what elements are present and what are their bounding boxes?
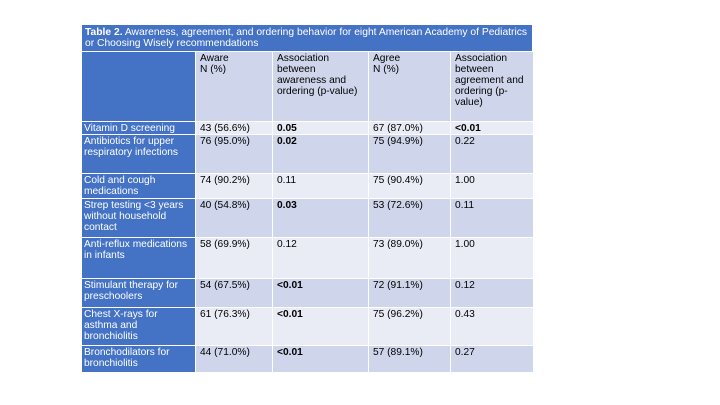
table-row: Vitamin D screening 43 (56.6%) 0.05 67 (87.… xyxy=(81,121,534,135)
header-cell-assoc-awareness: Association between awareness and orderi… xyxy=(272,51,369,122)
cell-p-agreement: 1.00 xyxy=(450,173,534,199)
row-label: Stimulant therapy for preschoolers xyxy=(81,278,196,308)
table-row: Strep testing <3 years without household… xyxy=(81,198,534,238)
cell-p-awareness: 0.12 xyxy=(272,237,369,279)
cell-agree: 75 (94.9%) xyxy=(368,134,451,174)
table-row: Stimulant therapy for preschoolers 54 (67… xyxy=(81,278,534,308)
cell-p-awareness: 0.02 xyxy=(272,134,369,174)
cell-aware: 54 (67.5%) xyxy=(195,278,273,308)
cell-p-awareness: <0.01 xyxy=(272,345,369,373)
header-cell-agree: Agree N (%) xyxy=(368,51,451,122)
row-label: Cold and cough medications xyxy=(81,173,196,199)
cell-agree: 72 (91.1%) xyxy=(368,278,451,308)
cell-p-agreement: <0.01 xyxy=(450,121,534,135)
row-label: Strep testing <3 years without household… xyxy=(81,198,196,238)
cell-agree: 75 (90.4%) xyxy=(368,173,451,199)
cell-aware: 58 (69.9%) xyxy=(195,237,273,279)
cell-aware: 61 (76.3%) xyxy=(195,307,273,346)
row-label: Chest X-rays for asthma and bronchioliti… xyxy=(81,307,196,346)
row-label: Vitamin D screening xyxy=(81,121,196,135)
cell-p-agreement: 0.22 xyxy=(450,134,534,174)
cell-p-agreement: 0.27 xyxy=(450,345,534,373)
table-row: Antibiotics for upper respiratory infect… xyxy=(81,134,534,174)
cell-p-agreement: 1.00 xyxy=(450,237,534,279)
table-row: Chest X-rays for asthma and bronchioliti… xyxy=(81,307,534,346)
table-row: Cold and cough medications 74 (90.2%) 0.11… xyxy=(81,173,534,199)
header-row: Aware N (%) Association between awarenes… xyxy=(81,51,534,122)
cell-aware: 43 (56.6%) xyxy=(195,121,273,135)
table-title-prefix: Table 2. xyxy=(85,27,123,38)
header-cell-aware: Aware N (%) xyxy=(195,51,273,122)
cell-p-agreement: 0.12 xyxy=(450,278,534,308)
cell-agree: 73 (89.0%) xyxy=(368,237,451,279)
cell-agree: 67 (87.0%) xyxy=(368,121,451,135)
table-row: Anti-reflux medications in infants 58 (69… xyxy=(81,237,534,279)
row-label: Bronchodilators for bronchiolitis xyxy=(81,345,196,373)
cell-p-awareness: <0.01 xyxy=(272,278,369,308)
cell-p-awareness: 0.03 xyxy=(272,198,369,238)
cell-p-agreement: 0.43 xyxy=(450,307,534,346)
cell-p-awareness: 0.05 xyxy=(272,121,369,135)
cell-agree: 53 (72.6%) xyxy=(368,198,451,238)
row-label: Anti-reflux medications in infants xyxy=(81,237,196,279)
cell-agree: 75 (96.2%) xyxy=(368,307,451,346)
cell-p-agreement: 0.11 xyxy=(450,198,534,238)
cell-aware: 74 (90.2%) xyxy=(195,173,273,199)
data-table: Aware N (%) Association between awarenes… xyxy=(81,51,534,373)
cell-aware: 44 (71.0%) xyxy=(195,345,273,373)
header-cell-assoc-agreement: Association between agreement and orderi… xyxy=(450,51,534,122)
table-title: Table 2. Awareness, agreement, and order… xyxy=(81,24,533,51)
cell-aware: 40 (54.8%) xyxy=(195,198,273,238)
cell-agree: 57 (89.1%) xyxy=(368,345,451,373)
cell-p-awareness: <0.01 xyxy=(272,307,369,346)
header-cell-stub xyxy=(81,51,196,122)
row-label: Antibiotics for upper respiratory infect… xyxy=(81,134,196,174)
results-table: Table 2. Awareness, agreement, and order… xyxy=(81,24,534,373)
cell-p-awareness: 0.11 xyxy=(272,173,369,199)
table-row: Bronchodilators for bronchiolitis 44 (71.… xyxy=(81,345,534,373)
cell-aware: 76 (95.0%) xyxy=(195,134,273,174)
table-title-text: Awareness, agreement, and ordering behav… xyxy=(85,27,528,49)
